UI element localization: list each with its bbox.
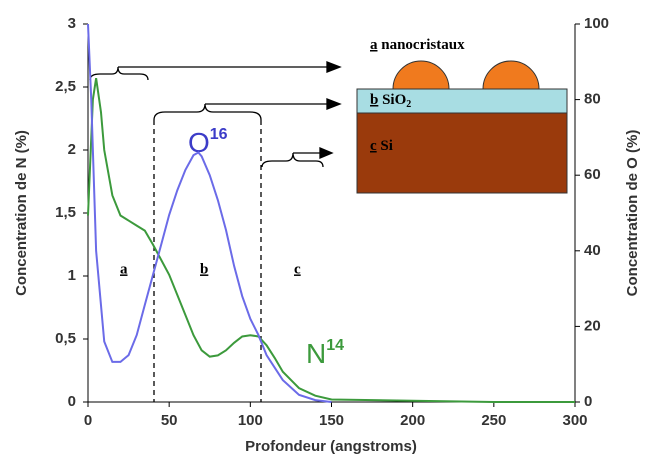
y-axis-title: Concentration de N (%) [13, 130, 30, 296]
arrow-head [326, 61, 342, 73]
label: O [188, 127, 210, 158]
brace [261, 152, 324, 168]
x-tick-label: 100 [238, 412, 263, 429]
y2-tick-label: 80 [584, 91, 601, 108]
arrow-head [326, 98, 342, 110]
x-tick-label: 250 [481, 412, 506, 429]
sup: 16 [210, 126, 228, 143]
y2-tick-label: 20 [584, 317, 601, 334]
y2-axis-title: Concentration de O (%) [624, 130, 641, 297]
sup: 14 [326, 337, 344, 354]
data-line [87, 23, 332, 403]
region-label: b [200, 261, 208, 277]
inset-label: c Si [370, 138, 393, 154]
brace [153, 103, 262, 121]
series-label: O16 [188, 126, 228, 158]
data-line [87, 78, 575, 403]
y-tick-label: 0,5 [55, 330, 76, 347]
region-label: c [294, 261, 301, 277]
y2-tick-label: 100 [584, 15, 609, 32]
key: b [370, 92, 378, 108]
x-tick-label: 0 [84, 412, 92, 429]
text: Si [377, 138, 393, 154]
y-tick-label: 2,5 [55, 78, 76, 95]
text: nanocristaux [378, 37, 466, 53]
y2-tick-label: 40 [584, 242, 601, 259]
series-label: N14 [306, 337, 344, 369]
y-tick-label: 2 [68, 141, 76, 158]
sub: 2 [406, 99, 411, 110]
key: c [370, 138, 377, 154]
key: a [370, 37, 378, 53]
x-tick-label: 150 [319, 412, 344, 429]
arrow-head [319, 147, 334, 159]
label: N [306, 338, 326, 369]
x-tick-label: 300 [562, 412, 587, 429]
y2-tick-label: 60 [584, 166, 601, 183]
x-tick-label: 200 [400, 412, 425, 429]
y-tick-label: 1 [68, 267, 76, 284]
inset-diagram: a nanocristaux b SiO2 c Si [356, 37, 568, 194]
brace [89, 66, 149, 81]
y2-tick-label: 0 [584, 393, 592, 410]
y-tick-label: 1,5 [55, 204, 76, 221]
inset-label: a nanocristaux [370, 37, 465, 53]
si-layer [356, 112, 568, 194]
y-tick-label: 0 [68, 393, 76, 410]
x-axis-title: Profondeur (angstroms) [245, 438, 417, 455]
x-tick-label: 50 [161, 412, 178, 429]
y-tick-label: 3 [68, 15, 76, 32]
region-label: a [120, 261, 128, 277]
inset-label: b SiO2 [370, 92, 411, 110]
braces [89, 61, 342, 402]
text: SiO [378, 92, 406, 108]
